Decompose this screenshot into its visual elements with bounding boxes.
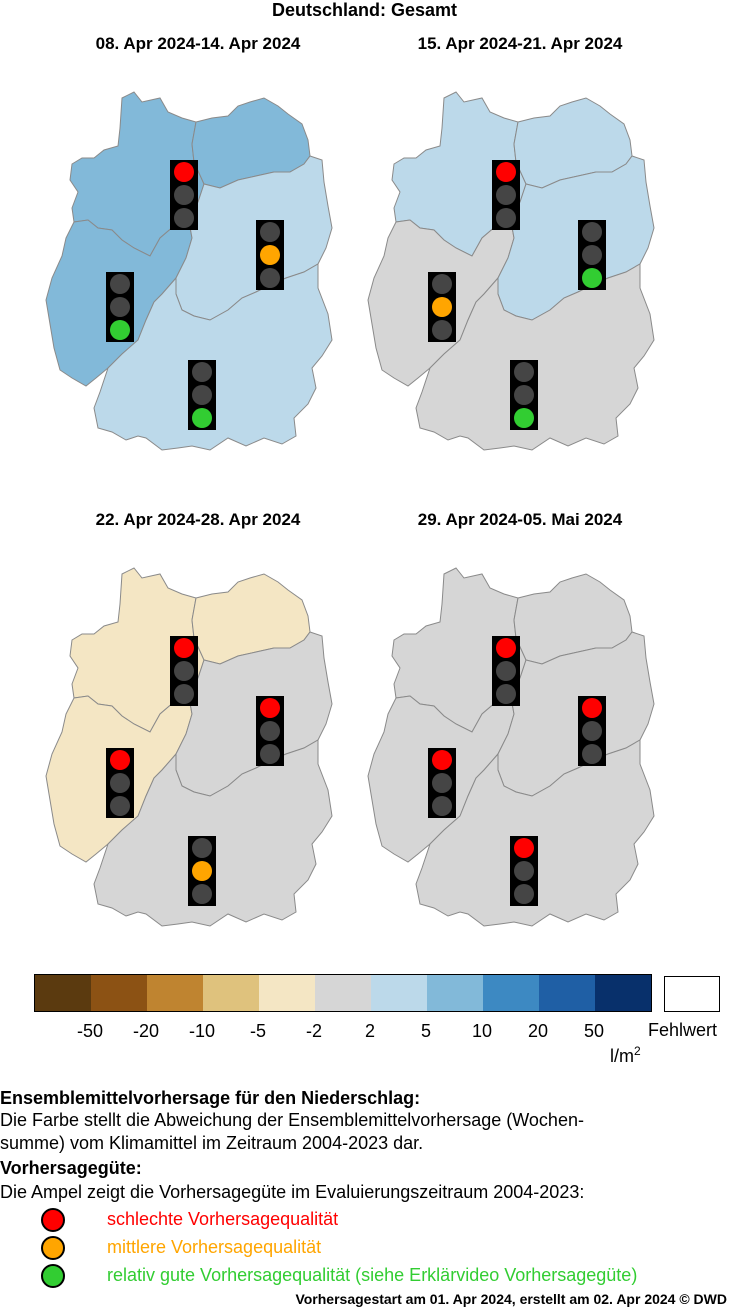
colorbar-swatch [595, 975, 651, 1011]
panel-title-3: 22. Apr 2024-28. Apr 2024 [95, 510, 301, 529]
traffic-light-icon [106, 272, 134, 342]
colorbar-tick-label: 2 [364, 1021, 375, 1041]
traffic-light-icon [428, 748, 456, 818]
traffic-light-icon [578, 696, 606, 766]
colorbar-swatch [483, 975, 539, 1011]
footer-credit: Vorhersagestart am 01. Apr 2024, erstell… [295, 1291, 727, 1307]
colorbar-swatch [427, 975, 483, 1011]
colorbar-tick-label: -50 [76, 1021, 103, 1041]
region-south [93, 739, 333, 927]
colorbar-tick-label: -10 [188, 1021, 215, 1041]
legend-orange-dot-icon [41, 1236, 65, 1260]
description-line-1: Die Farbe stellt die Abweichung der Ense… [0, 1110, 584, 1130]
region-south [415, 263, 655, 451]
traffic-light-icon [492, 160, 520, 230]
legend-green-dot-icon [41, 1264, 65, 1288]
traffic-light-icon [188, 836, 216, 906]
colorbar-swatch [203, 975, 259, 1011]
panel-title-1: 08. Apr 2024-14. Apr 2024 [95, 34, 301, 53]
traffic-light-icon [510, 836, 538, 906]
panel-title-2: 15. Apr 2024-21. Apr 2024 [417, 34, 623, 53]
region-south [415, 739, 655, 927]
germany-map-panel-4 [367, 567, 655, 927]
colorbar-tick-label: -2 [305, 1021, 322, 1041]
colorbar-tick-label: 5 [420, 1021, 431, 1041]
germany-map-panel-3 [45, 567, 333, 927]
figure-title: Deutschland: Gesamt [271, 0, 458, 20]
colorbar-swatch [371, 975, 427, 1011]
region-south [93, 263, 333, 451]
legend-bad-quality: schlechte Vorhersagequalität [107, 1209, 339, 1229]
colorbar-swatch [147, 975, 203, 1011]
missing-value-label: Fehlwert [648, 1020, 718, 1040]
quality-text: Die Ampel zeigt die Vorhersagegüte im Ev… [0, 1182, 585, 1202]
traffic-light-icon [170, 160, 198, 230]
traffic-light-icon [492, 636, 520, 706]
colorbar-tick-label: 50 [583, 1021, 605, 1041]
colorbar-swatch [259, 975, 315, 1011]
traffic-light-icon [510, 360, 538, 430]
colorbar-swatch [539, 975, 595, 1011]
colorbar-tick-label: 10 [471, 1021, 493, 1041]
colorbar-swatch [315, 975, 371, 1011]
quality-heading: Vorhersagegüte: [0, 1158, 142, 1178]
colorbar [34, 974, 652, 1012]
colorbar-tick-label: -5 [249, 1021, 266, 1041]
germany-map-panel-1 [45, 91, 333, 451]
description-heading: Ensemblemittelvorhersage für den Nieders… [0, 1088, 421, 1108]
panel-title-4: 29. Apr 2024-05. Mai 2024 [417, 510, 623, 529]
missing-value-swatch [664, 976, 720, 1012]
traffic-light-icon [256, 220, 284, 290]
traffic-light-icon [188, 360, 216, 430]
legend-good-quality: relativ gute Vorhersagequalität (siehe E… [107, 1265, 638, 1285]
germany-map-panel-2 [367, 91, 655, 451]
traffic-light-icon [578, 220, 606, 290]
colorbar-unit: l/m2 [610, 1044, 641, 1066]
traffic-light-icon [170, 636, 198, 706]
colorbar-swatch [91, 975, 147, 1011]
legend-medium-quality: mittlere Vorhersagequalität [107, 1237, 322, 1257]
colorbar-tick-label: 20 [527, 1021, 549, 1041]
legend-red-dot-icon [41, 1208, 65, 1232]
traffic-light-icon [256, 696, 284, 766]
traffic-light-icon [428, 272, 456, 342]
colorbar-swatch [35, 975, 91, 1011]
description-line-2: summe) vom Klimamittel im Zeitraum 2004-… [0, 1133, 424, 1153]
traffic-light-icon [106, 748, 134, 818]
colorbar-tick-label: -20 [132, 1021, 159, 1041]
